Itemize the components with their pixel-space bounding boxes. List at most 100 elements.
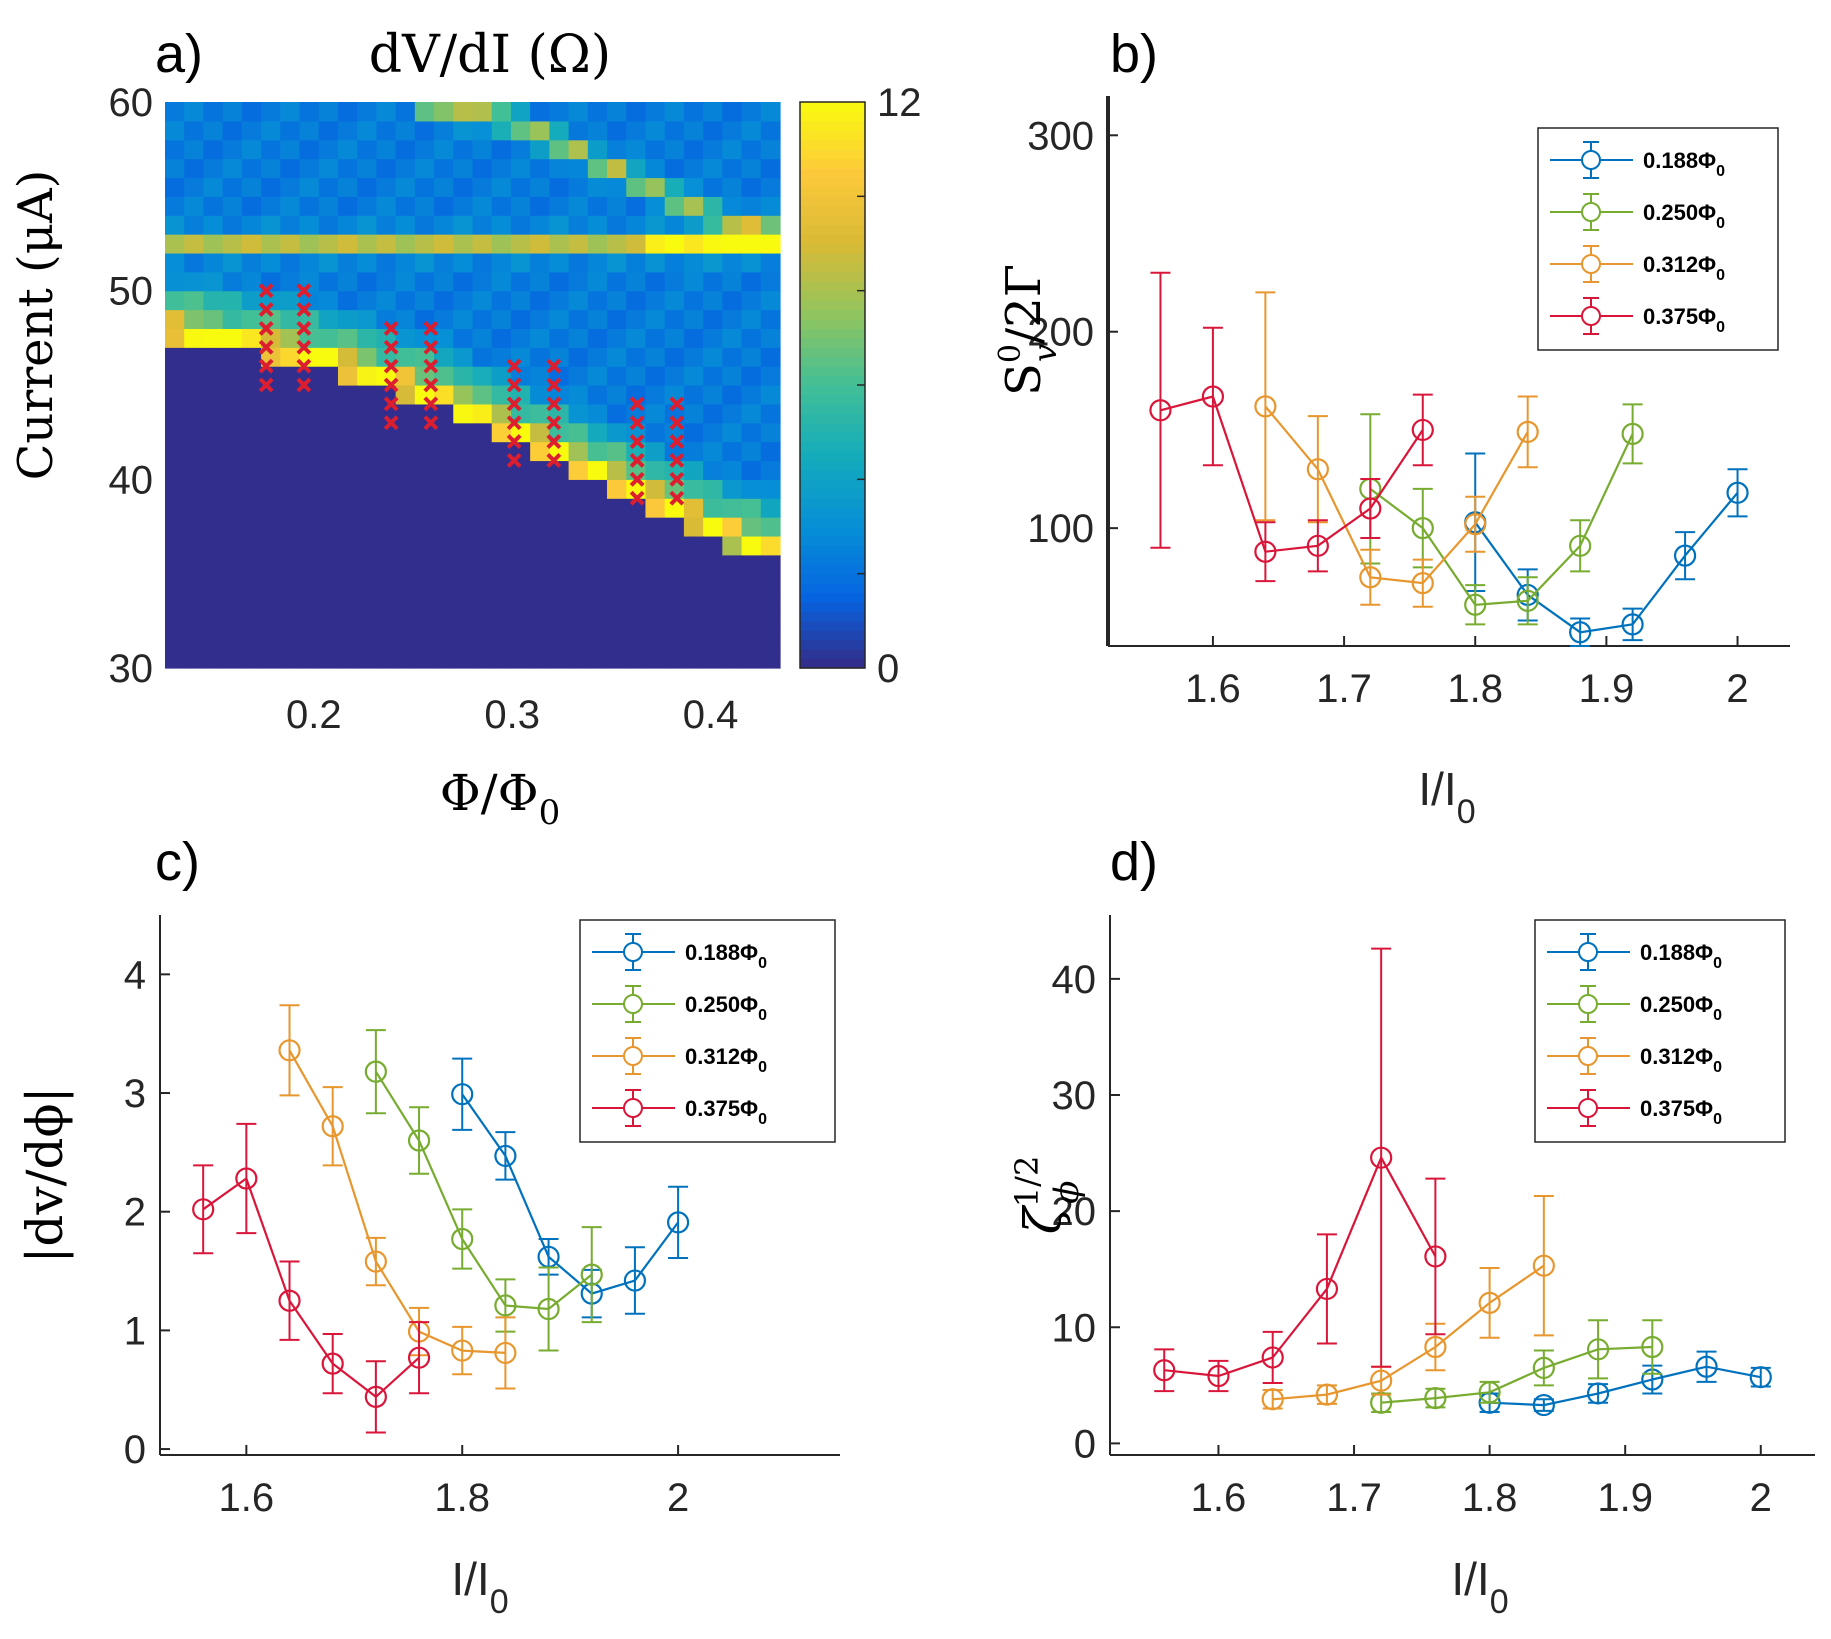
colorbar-segment (800, 573, 865, 584)
heatmap-cell (510, 460, 531, 480)
heatmap-cell (165, 139, 185, 160)
colorbar-segment (800, 554, 865, 565)
heatmap-cell (165, 328, 185, 348)
data-point (1516, 589, 1539, 612)
heatmap-cell (357, 498, 378, 518)
heatmap-cell (510, 554, 531, 575)
heatmap-cell (280, 177, 301, 197)
heatmap-cell (184, 158, 205, 179)
heatmap-cell (664, 611, 685, 631)
heatmap-cell (434, 554, 454, 575)
heatmap-cell (683, 120, 704, 141)
heatmap-cell (165, 252, 185, 273)
heatmap-cell (357, 252, 378, 273)
heatmap-cell (261, 460, 281, 480)
heatmap-cell (568, 573, 589, 594)
heatmap-cell (607, 252, 627, 273)
heatmap-cell (549, 309, 570, 329)
heatmap-cell (241, 158, 262, 179)
heatmap-cell (472, 196, 493, 216)
heatmap-cell (414, 328, 435, 348)
data-point (1641, 1335, 1664, 1359)
heatmap-cell (165, 102, 185, 122)
heatmap-cell (703, 177, 723, 197)
heatmap-cell (357, 649, 378, 669)
heatmap-cell (318, 196, 339, 216)
heatmap-cell (357, 290, 378, 311)
heatmap-cell (376, 498, 397, 518)
heatmap-cell (703, 441, 723, 462)
heatmap-cell (357, 215, 378, 235)
heatmap-cell (587, 215, 608, 235)
heatmap-y-title-text: Current (μA) (8, 170, 64, 481)
legend-label-sub: 0 (1716, 267, 1725, 284)
legend-frame (579, 919, 836, 1143)
heatmap-cell (357, 403, 378, 424)
heatmap-cell (587, 498, 608, 518)
colorbar-segment (800, 139, 865, 150)
heatmap-cell (568, 554, 589, 575)
heatmap-cell (607, 328, 627, 348)
legend-marker (623, 994, 643, 1014)
heatmap-cell (395, 441, 416, 462)
heatmap-cell (318, 554, 339, 575)
heatmap-cell (472, 366, 493, 386)
heatmap-cell (760, 347, 781, 367)
heatmap-cell (607, 290, 627, 311)
y-tick-label: 10 (1052, 1306, 1097, 1350)
colorbar-segment (800, 639, 865, 650)
heatmap-cell (357, 460, 378, 480)
data-point (1306, 458, 1329, 481)
heatmap-cell (318, 215, 339, 235)
data-point (1464, 593, 1487, 616)
heatmap-cell (299, 592, 320, 612)
heatmap-cell (587, 441, 608, 462)
heatmap-cell (453, 120, 474, 141)
data-point (1532, 1254, 1555, 1277)
heatmap-cell (414, 366, 435, 386)
heatmap-marker-stroke (296, 283, 312, 299)
heatmap-cell (261, 385, 281, 405)
heatmap-cell (607, 554, 627, 575)
heatmap-cell (741, 403, 762, 424)
heatmap-cell (703, 309, 723, 329)
heatmap-cell (203, 120, 224, 141)
heatmap-cell (645, 120, 666, 141)
heatmap-marker-stroke (296, 339, 312, 355)
heatmap-cell (434, 252, 454, 273)
heatmap-cell (683, 366, 704, 386)
heatmap-cell (626, 573, 647, 594)
heatmap-cell (664, 177, 685, 197)
heatmap-cell (549, 441, 570, 462)
colorbar-segment (800, 394, 865, 405)
x-tick-label: 1.9 (1597, 1476, 1653, 1520)
heatmap-cells (165, 102, 781, 669)
series-red (192, 1122, 431, 1434)
heatmap-cell (337, 290, 358, 311)
heatmap-cell (318, 139, 339, 160)
heatmap-cell (510, 271, 531, 292)
colorbar-segment (800, 507, 865, 518)
heatmap-cell (299, 290, 320, 311)
heatmap-cell (722, 649, 743, 669)
data-point (1261, 1346, 1284, 1369)
heatmap-cell (491, 611, 512, 631)
heatmap-cell (472, 630, 493, 650)
heatmap-cell (568, 366, 589, 386)
heatmap-cell (165, 196, 185, 216)
heatmap-cell (165, 271, 185, 292)
heatmap-cell (664, 649, 685, 669)
series-line (1272, 1264, 1545, 1401)
x-tick-label: 1.6 (1191, 1476, 1247, 1520)
heatmap-cell (568, 177, 589, 197)
heatmap-cell (414, 309, 435, 329)
data-point (1411, 517, 1434, 540)
heatmap-cell (434, 215, 454, 235)
heatmap-cell (434, 328, 454, 348)
heatmap-cell (222, 271, 243, 292)
heatmap-cell (280, 649, 301, 669)
heatmap-cell (703, 252, 723, 273)
